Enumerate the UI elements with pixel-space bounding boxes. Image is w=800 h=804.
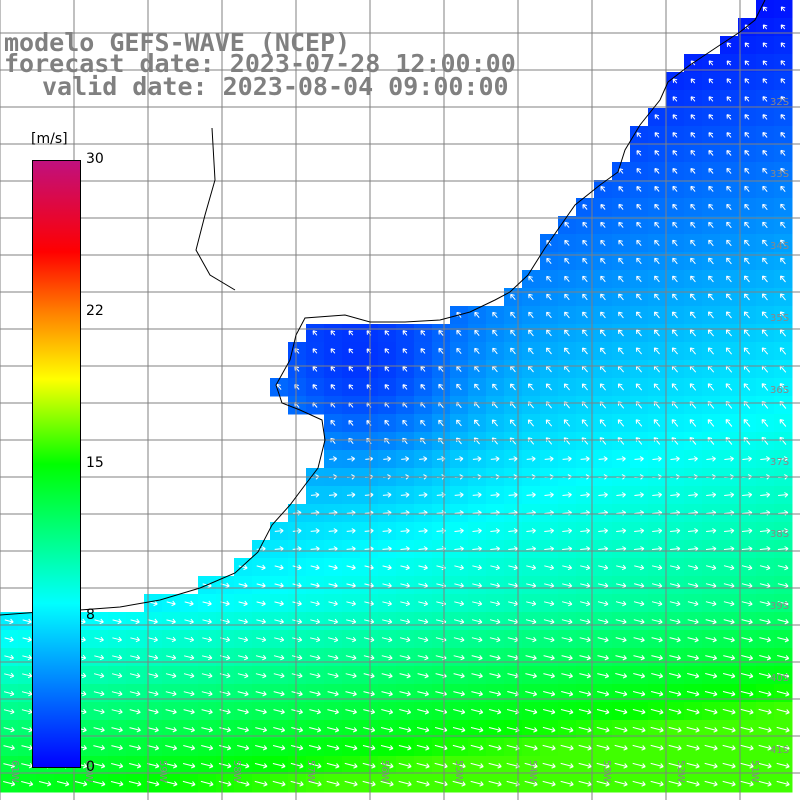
coastline — [0, 0, 766, 616]
lat-label: 41S — [770, 745, 789, 756]
lon-label: 58W — [231, 760, 242, 783]
lon-label: 56W — [379, 760, 390, 783]
colorbar-tick-22: 22 — [86, 303, 104, 319]
colorbar-unit: [m/s] — [31, 131, 68, 147]
lon-label: 57W — [305, 760, 316, 783]
lat-label: 34S — [770, 241, 789, 252]
map-title-model: modelo GEFS-WAVE (NCEP) — [4, 28, 351, 57]
lat-label: 37S — [770, 457, 789, 468]
lat-label: 39S — [770, 601, 789, 612]
map-title-forecast-date: forecast date: 2023-07-28 12:00:00 — [4, 49, 516, 78]
lon-label: 55W — [453, 760, 464, 783]
lon-label: 59W — [157, 760, 168, 783]
lat-label: 36S — [770, 385, 789, 396]
map-title-valid-date: valid date: 2023-08-04 09:00:00 — [42, 72, 509, 101]
lon-label: 61W — [9, 760, 20, 783]
border-line — [195, 127, 236, 291]
lat-label: 35S — [770, 313, 789, 324]
wind-speed-field — [0, 0, 793, 793]
colorbar-tick-15: 15 — [86, 455, 104, 471]
lat-label: 38S — [770, 529, 789, 540]
lon-label: 51W — [749, 760, 760, 783]
colorbar — [32, 160, 81, 768]
colorbar-tick-8: 8 — [86, 607, 95, 623]
lon-label: 52W — [675, 760, 686, 783]
lon-label: 54W — [527, 760, 538, 783]
colorbar-tick-30: 30 — [86, 151, 104, 167]
lat-label: 40S — [770, 673, 789, 684]
lat-label: 33S — [770, 169, 789, 180]
lat-label: 32S — [770, 97, 789, 108]
lon-label: 60W — [83, 760, 94, 783]
colorbar-tick-0: 0 — [86, 759, 95, 775]
lon-label: 53W — [601, 760, 612, 783]
